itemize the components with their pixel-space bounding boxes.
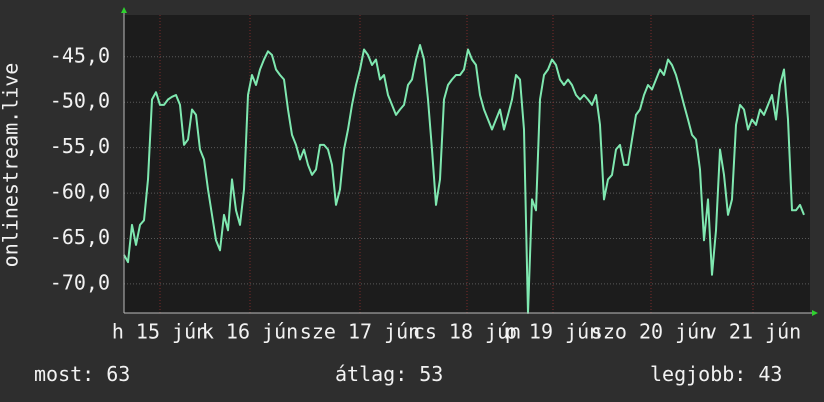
stats: most: 63 átlag: 53 legjobb: 43 xyxy=(34,362,782,386)
y-tick-label: -50,0 xyxy=(50,89,110,113)
x-tick-label: cs 18 jún xyxy=(413,320,521,344)
x-tick-label: k 16 jún xyxy=(202,320,298,344)
stat-label: most: xyxy=(34,362,94,386)
stat-value: 43 xyxy=(758,362,782,386)
stat: átlag: 53 xyxy=(335,362,443,386)
stat-value: 53 xyxy=(419,362,443,386)
marks xyxy=(123,44,805,314)
axis-arrow xyxy=(812,310,818,316)
y-axis-title: onlinestream.live xyxy=(0,63,23,268)
x-tick-label: v 21 jún xyxy=(705,320,801,344)
y-tick-label: -70,0 xyxy=(50,270,110,294)
series-line xyxy=(123,44,805,314)
y-tick-label: -65,0 xyxy=(50,225,110,249)
x-tick-label: p 19 jún xyxy=(505,320,601,344)
stat-value: 63 xyxy=(106,362,130,386)
stat-label: legjobb: xyxy=(650,362,746,386)
stat: legjobb: 43 xyxy=(650,362,782,386)
y-tick-label: -60,0 xyxy=(50,180,110,204)
plot-area xyxy=(124,15,810,313)
x-tick-label: sze 17 jún xyxy=(300,320,420,344)
grid xyxy=(124,15,810,313)
stat: most: 63 xyxy=(34,362,130,386)
x-tick-label: h 15 jún xyxy=(112,320,208,344)
x-tick-label: szo 20 jún xyxy=(591,320,711,344)
axis-arrow xyxy=(121,7,127,13)
y-tick-label: -45,0 xyxy=(50,43,110,67)
stat-label: átlag: xyxy=(335,362,407,386)
y-tick-label: -55,0 xyxy=(50,134,110,158)
